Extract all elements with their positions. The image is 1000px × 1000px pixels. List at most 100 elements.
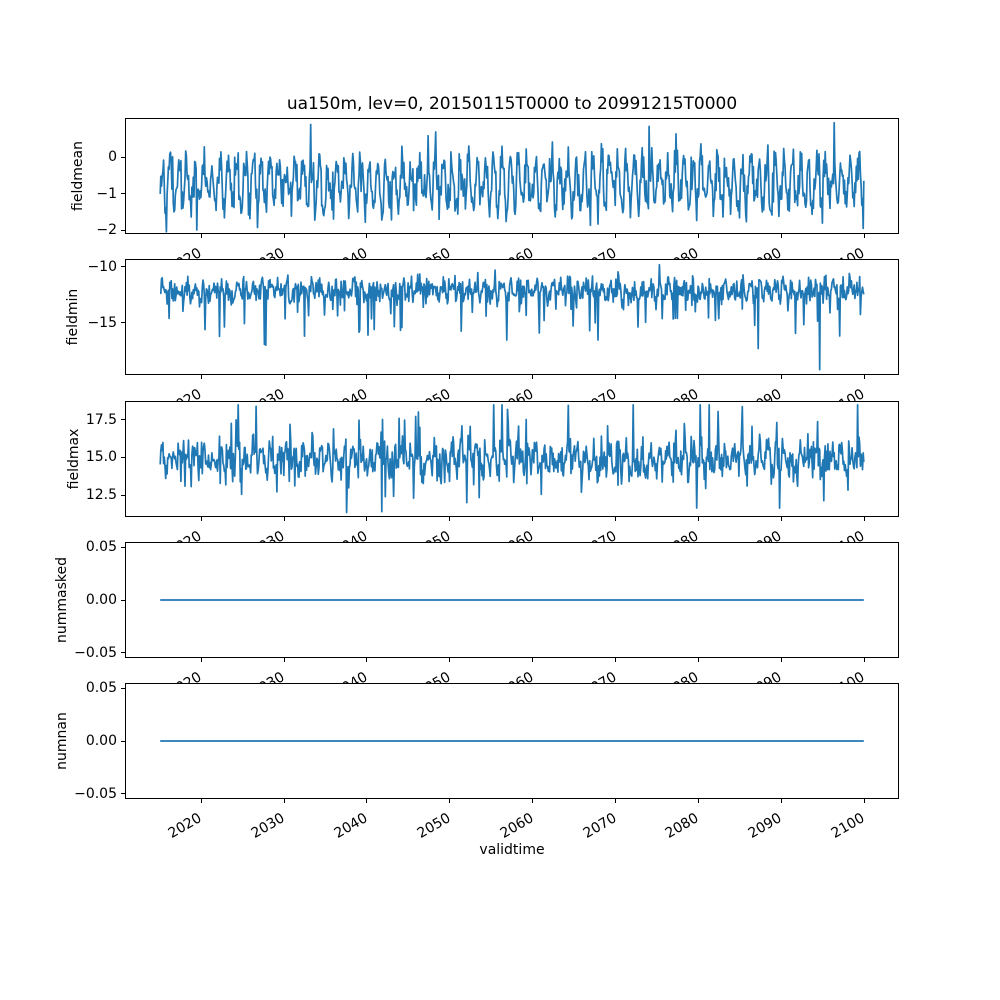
x-tick-mark — [532, 658, 534, 662]
x-tick-mark — [615, 375, 617, 379]
x-tick-mark — [532, 517, 534, 521]
y-tick-mark — [121, 740, 125, 742]
x-tick-mark — [366, 517, 368, 521]
subplot-fieldmin: fieldmin −10−152020203020402050206020702… — [65, 259, 899, 418]
x-tick-mark — [697, 799, 699, 803]
y-tick-label: −0.05 — [74, 785, 117, 802]
y-tick-label: −0.05 — [74, 644, 117, 661]
figure-title: ua150m, lev=0, 20150115T0000 to 20991215… — [286, 94, 738, 114]
y-tick-label: 15.0 — [85, 449, 117, 466]
x-tick-mark — [780, 517, 782, 521]
y-tick-mark — [121, 322, 125, 324]
x-tick-mark — [449, 375, 451, 379]
axes-spines — [125, 118, 899, 234]
axes-spines — [125, 542, 899, 658]
x-tick-mark — [532, 799, 534, 803]
x-tick-mark — [449, 517, 451, 521]
y-tick-mark — [121, 156, 125, 158]
x-tick-mark — [863, 234, 865, 238]
x-tick-mark — [615, 517, 617, 521]
x-tick-label: 2020 — [165, 810, 205, 842]
y-tick-label: 0.00 — [85, 733, 117, 749]
x-tick-mark — [366, 375, 368, 379]
y-tick-label: −15 — [87, 314, 117, 331]
x-tick-label: 2030 — [248, 810, 288, 842]
y-tick-mark — [121, 266, 125, 268]
x-tick-mark — [780, 234, 782, 238]
axes-spines — [125, 259, 899, 375]
x-tick-mark — [449, 799, 451, 803]
axes-spines — [125, 401, 899, 517]
axes-plot-area-fieldmin — [125, 259, 899, 375]
x-tick-mark — [283, 234, 285, 238]
y-tick-mark — [121, 419, 125, 421]
y-tick-label: −10 — [87, 258, 117, 275]
x-tick-mark — [449, 234, 451, 238]
x-tick-mark — [615, 234, 617, 238]
x-tick-mark — [366, 658, 368, 662]
x-tick-mark — [863, 375, 865, 379]
x-tick-mark — [697, 517, 699, 521]
x-tick-label: 2040 — [331, 810, 371, 842]
axes-plot-area-numnan — [125, 683, 899, 799]
x-tick-label: 2050 — [414, 810, 454, 842]
axes-plot-area-fieldmax — [125, 401, 899, 517]
x-tick-mark — [283, 799, 285, 803]
axes-plot-area-nummasked — [125, 542, 899, 658]
y-tick-label: −2 — [96, 222, 117, 238]
x-tick-mark — [780, 375, 782, 379]
x-tick-label: 2090 — [745, 810, 785, 842]
x-tick-mark — [200, 799, 202, 803]
x-tick-mark — [780, 799, 782, 803]
x-tick-mark — [200, 517, 202, 521]
y-tick-mark — [121, 652, 125, 654]
y-tick-label: 0.05 — [85, 680, 117, 697]
x-tick-label: 2060 — [497, 810, 537, 842]
y-tick-mark — [121, 793, 125, 795]
y-tick-label: 12.5 — [85, 487, 117, 504]
x-axis-label: validtime — [479, 842, 545, 858]
axes-spines — [125, 683, 899, 799]
y-tick-label: 0.05 — [85, 539, 117, 556]
x-tick-mark — [366, 799, 368, 803]
y-tick-mark — [121, 456, 125, 458]
x-tick-mark — [863, 658, 865, 662]
x-tick-mark — [697, 658, 699, 662]
subplot-nummasked: nummasked 0.050.00−0.0520202030204020502… — [54, 539, 899, 701]
y-tick-label: 0.00 — [85, 592, 117, 608]
data-line-fieldmin — [159, 263, 865, 371]
x-tick-mark — [449, 658, 451, 662]
subplot-fieldmax: fieldmax 17.515.012.52020203020402050206… — [66, 401, 899, 560]
subplot-fieldmean: fieldmean 0−1−22020203020402050206020702… — [70, 118, 899, 277]
x-tick-mark — [200, 234, 202, 238]
x-tick-mark — [532, 375, 534, 379]
y-tick-mark — [121, 229, 125, 231]
x-tick-mark — [863, 517, 865, 521]
y-tick-mark — [121, 687, 125, 689]
x-tick-label: 2100 — [828, 810, 868, 842]
data-line-fieldmax — [159, 403, 865, 514]
axes-background — [125, 259, 899, 375]
x-tick-mark — [615, 799, 617, 803]
x-tick-mark — [780, 658, 782, 662]
subplot-numnan: numnan 0.05 0.00 −0.05 2020 2030 2040 2050 2060… — [54, 680, 899, 842]
x-tick-mark — [283, 517, 285, 521]
x-tick-mark — [283, 375, 285, 379]
y-tick-mark — [121, 494, 125, 496]
y-tick-label: 17.5 — [85, 411, 117, 428]
x-tick-mark — [366, 234, 368, 238]
x-tick-mark — [200, 375, 202, 379]
x-tick-mark — [863, 799, 865, 803]
y-tick-mark — [121, 193, 125, 195]
y-tick-label: −1 — [96, 185, 117, 202]
x-tick-mark — [283, 658, 285, 662]
axes-plot-area-fieldmean — [125, 118, 899, 234]
y-tick-mark — [121, 546, 125, 548]
x-tick-mark — [697, 375, 699, 379]
data-line-fieldmean — [159, 121, 865, 233]
y-tick-label: 0 — [108, 149, 117, 166]
x-tick-mark — [615, 658, 617, 662]
x-tick-mark — [697, 234, 699, 238]
x-tick-label: 2070 — [580, 810, 620, 842]
x-tick-mark — [532, 234, 534, 238]
